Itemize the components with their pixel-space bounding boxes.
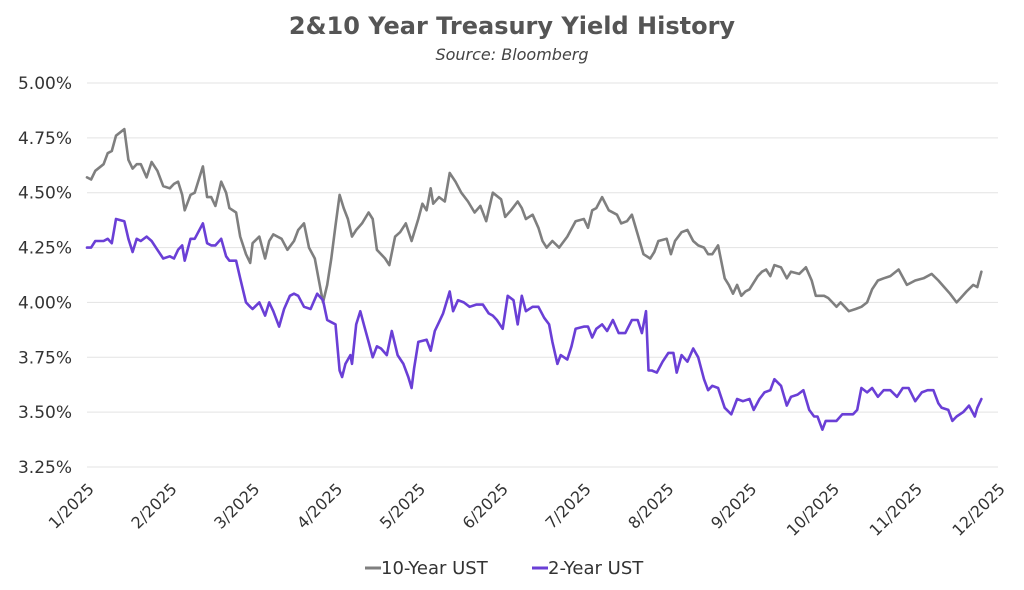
y-axis-ticks: 5.00% 4.75% 4.50% 4.25% 4.00% 3.75% 3.50% 3.25% (18, 74, 72, 478)
x-tick-label: 7/2025 (541, 479, 594, 532)
x-tick-label: 4/2025 (293, 479, 346, 532)
legend-label: 2-Year UST (548, 558, 644, 579)
x-tick-label: 6/2025 (459, 479, 512, 532)
y-tick-label: 3.25% (18, 458, 72, 478)
x-axis-ticks: 1/2025 2/2025 3/2025 4/2025 5/2025 6/2025 7/20… (45, 479, 1009, 539)
x-tick-label: 12/2025 (948, 479, 1008, 539)
series-line-0 (85, 127, 983, 313)
y-tick-label: 4.50% (18, 184, 72, 204)
x-tick-label: 9/2025 (707, 479, 760, 532)
legend: 10-Year UST 2-Year UST (365, 558, 644, 579)
y-tick-label: 5.00% (18, 74, 72, 94)
x-tick-label: 1/2025 (45, 479, 98, 532)
series-lines (85, 127, 983, 431)
x-tick-label: 10/2025 (783, 479, 843, 539)
y-tick-label: 4.75% (18, 129, 72, 149)
legend-label: 10-Year UST (381, 558, 489, 579)
y-tick-label: 3.50% (18, 403, 72, 423)
gridlines (87, 82, 998, 468)
y-tick-label: 4.25% (18, 239, 72, 259)
x-tick-label: 11/2025 (866, 479, 926, 539)
x-tick-label: 3/2025 (210, 479, 263, 532)
x-tick-label: 8/2025 (624, 479, 677, 532)
chart-title: 2&10 Year Treasury Yield History (289, 12, 736, 40)
y-tick-label: 4.00% (18, 293, 72, 313)
series-line-1 (85, 217, 983, 431)
x-tick-label: 2/2025 (127, 479, 180, 532)
chart-subtitle: Source: Bloomberg (435, 45, 588, 64)
x-tick-label: 5/2025 (376, 479, 429, 532)
y-tick-label: 3.75% (18, 348, 72, 368)
